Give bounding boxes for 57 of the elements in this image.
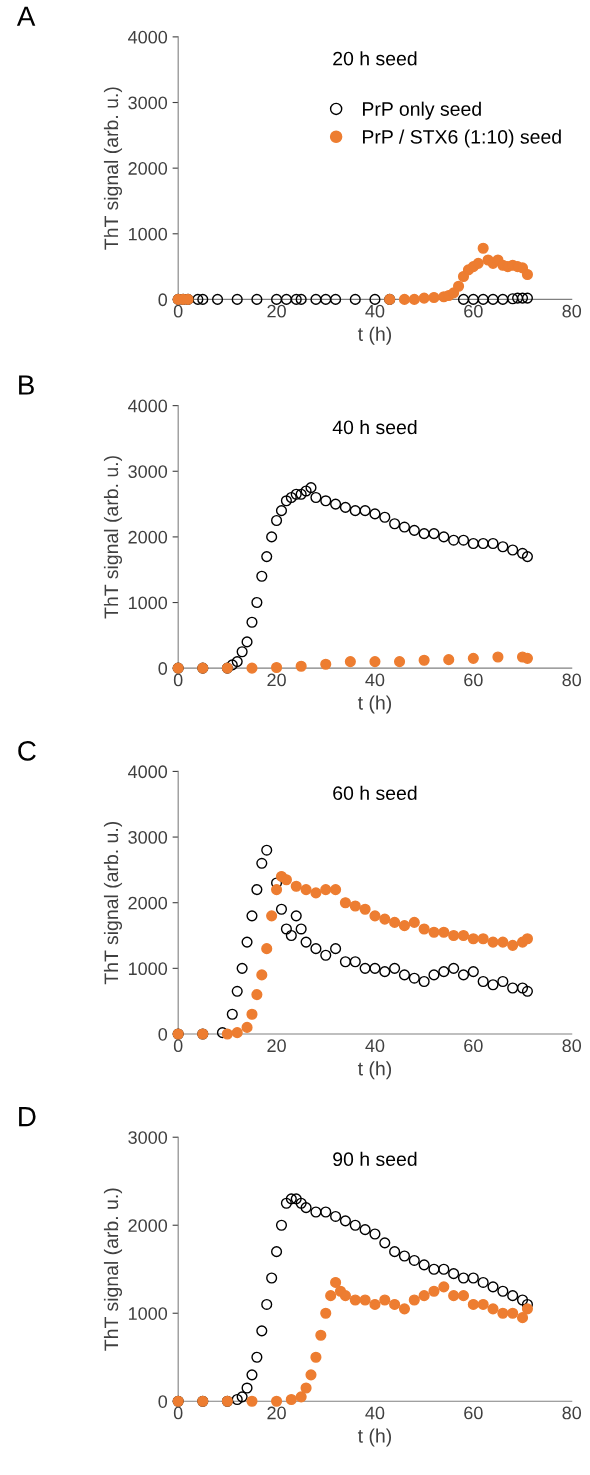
x-tick-label: 40 xyxy=(365,1039,385,1053)
y-tick-label: 1000 xyxy=(128,1307,168,1320)
y-tick-label: 0 xyxy=(158,1027,168,1041)
x-tick-label: 80 xyxy=(562,673,582,687)
x-tick-label: 20 xyxy=(267,304,286,318)
y-axis-title: ThT signal (arb. u.) xyxy=(103,456,123,619)
x-axis-title: t (h) xyxy=(357,326,392,345)
y-tick-label: 1000 xyxy=(128,596,168,610)
text: 20 h seed xyxy=(333,51,417,66)
y-tick-label: 4000 xyxy=(128,765,168,779)
y-tick-label: 3000 xyxy=(128,1131,168,1144)
x-tick-label: 40 xyxy=(365,1406,385,1420)
x-tick-label: 20 xyxy=(267,1039,286,1053)
x-tick-label: 20 xyxy=(267,673,286,687)
y-tick-label: 2000 xyxy=(128,530,168,544)
legend-label: PrP / STX6 (1:10) seed xyxy=(363,129,561,148)
x-tick-label: 20 xyxy=(267,1406,286,1420)
x-tick-label: 0 xyxy=(173,304,183,318)
y-tick-label: 1000 xyxy=(128,962,168,976)
x-tick-label: 40 xyxy=(365,304,385,318)
y-tick-label: 3000 xyxy=(128,831,168,844)
y-tick-label: 4000 xyxy=(128,399,168,413)
y-tick-label: 4000 xyxy=(128,30,168,44)
y-tick-label: 0 xyxy=(158,662,168,675)
x-tick-label: 60 xyxy=(464,1406,483,1420)
y-tick-label: 2000 xyxy=(128,162,168,175)
text: B xyxy=(19,375,34,395)
y-tick-label: 0 xyxy=(158,1395,168,1408)
x-tick-label: 0 xyxy=(173,1406,183,1420)
text: 90 h seed xyxy=(333,1151,417,1167)
x-tick-label: 80 xyxy=(562,304,582,318)
x-tick-label: 60 xyxy=(464,673,483,687)
y-tick-label: 2000 xyxy=(128,1219,168,1232)
legend-label: PrP only seed xyxy=(363,101,481,120)
text: C xyxy=(18,741,36,761)
y-tick-label: 1000 xyxy=(128,227,168,241)
x-tick-label: 80 xyxy=(562,1406,582,1420)
x-axis-title: t (h) xyxy=(357,1428,392,1447)
y-tick-label: 3000 xyxy=(128,96,168,110)
x-tick-label: 40 xyxy=(365,673,385,687)
y-tick-label: 0 xyxy=(158,293,168,307)
x-tick-label: 80 xyxy=(562,1039,582,1053)
x-tick-label: 60 xyxy=(464,1039,483,1053)
y-axis-title: ThT signal (arb. u.) xyxy=(103,87,123,250)
y-tick-label: 3000 xyxy=(128,465,168,478)
y-tick-label: 2000 xyxy=(128,896,168,910)
x-tick-label: 0 xyxy=(173,1039,183,1053)
text: A xyxy=(16,6,36,26)
text: D xyxy=(19,1107,36,1127)
x-axis-title: t (h) xyxy=(357,1061,392,1080)
x-axis-title: t (h) xyxy=(357,695,392,714)
text: 40 h seed xyxy=(332,419,417,435)
x-tick-label: 60 xyxy=(464,304,483,318)
y-axis-title: ThT signal (arb. u.) xyxy=(103,821,123,985)
x-tick-label: 0 xyxy=(173,673,183,687)
y-axis-title: ThT signal (arb. u.) xyxy=(103,1188,123,1351)
text: 60 h seed xyxy=(333,785,417,801)
